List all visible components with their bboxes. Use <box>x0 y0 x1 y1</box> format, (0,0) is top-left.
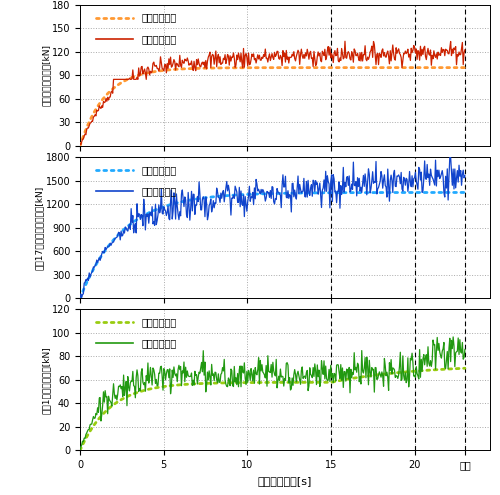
Text: 実線：推定値: 実線：推定値 <box>142 186 177 196</box>
Y-axis label: 貨車1両ブレーキ力[kN]: 貨車1両ブレーキ力[kN] <box>42 346 50 414</box>
Text: 点線：理論値: 点線：理論値 <box>142 13 177 23</box>
Text: 点線：理論値: 点線：理論値 <box>142 165 177 175</box>
Text: 実線：推定値: 実線：推定値 <box>142 338 177 348</box>
Text: 実線：推定値: 実線：推定値 <box>142 34 177 44</box>
Y-axis label: 貨車17両合計ブレーキ力[kN]: 貨車17両合計ブレーキ力[kN] <box>36 186 44 270</box>
X-axis label: ブレーキ時間[s]: ブレーキ時間[s] <box>258 476 312 486</box>
Y-axis label: 機鈦車ブレーキ力[kN]: 機鈦車ブレーキ力[kN] <box>42 45 50 106</box>
Text: 点線：理論値: 点線：理論値 <box>142 317 177 327</box>
